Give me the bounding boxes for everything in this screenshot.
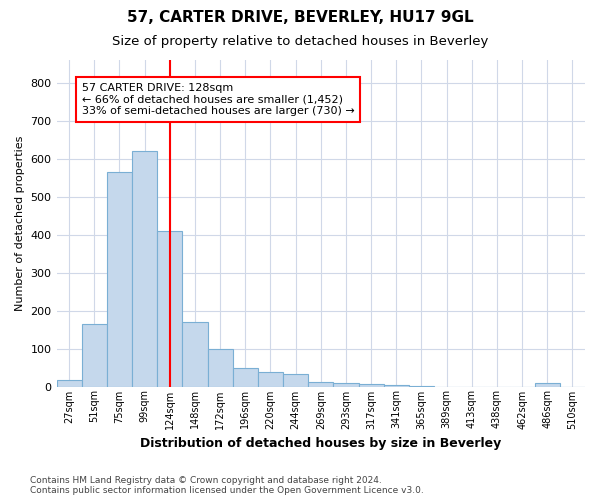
Bar (233, 368, 258, 386)
Bar (82, 324, 107, 386)
Bar (157, 231, 182, 386)
Bar (283, 374, 308, 386)
Bar (308, 382, 334, 386)
Bar (208, 348, 233, 387)
Bar (182, 322, 208, 386)
Text: 57 CARTER DRIVE: 128sqm
← 66% of detached houses are smaller (1,452)
33% of semi: 57 CARTER DRIVE: 128sqm ← 66% of detache… (82, 83, 355, 116)
Text: Contains HM Land Registry data © Crown copyright and database right 2024.
Contai: Contains HM Land Registry data © Crown c… (30, 476, 424, 495)
Text: Size of property relative to detached houses in Beverley: Size of property relative to detached ho… (112, 35, 488, 48)
Bar (334, 382, 359, 386)
Bar (132, 151, 157, 386)
Bar (383, 384, 409, 386)
Text: 57, CARTER DRIVE, BEVERLEY, HU17 9GL: 57, CARTER DRIVE, BEVERLEY, HU17 9GL (127, 10, 473, 25)
Bar (535, 384, 560, 386)
Bar (359, 384, 383, 386)
Bar (56, 380, 82, 386)
Y-axis label: Number of detached properties: Number of detached properties (15, 136, 25, 311)
X-axis label: Distribution of detached houses by size in Beverley: Distribution of detached houses by size … (140, 437, 502, 450)
Bar (107, 172, 132, 386)
Bar (258, 372, 283, 386)
